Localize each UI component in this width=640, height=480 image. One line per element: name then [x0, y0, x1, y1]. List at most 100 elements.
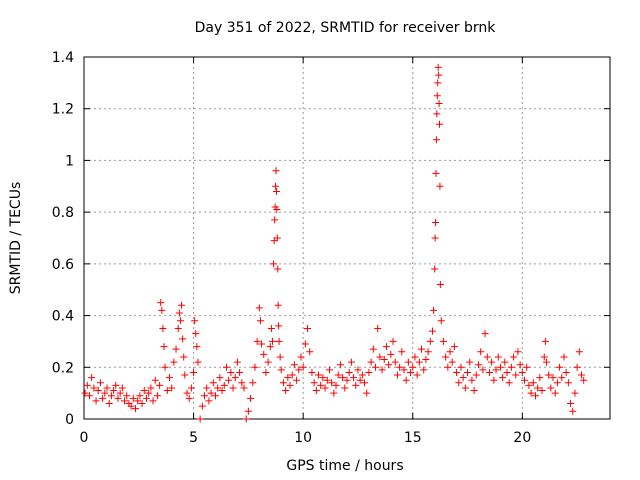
data-point — [472, 371, 480, 379]
data-point — [251, 363, 259, 371]
data-point — [209, 379, 217, 387]
data-point — [114, 394, 122, 402]
data-point — [468, 376, 476, 384]
data-point — [312, 387, 320, 395]
data-point — [470, 387, 478, 395]
data-point — [330, 389, 338, 397]
data-point — [501, 358, 509, 366]
y-tick-label: 0.4 — [52, 309, 74, 325]
data-point — [276, 353, 284, 361]
data-point — [558, 374, 566, 382]
data-point — [575, 348, 583, 356]
data-point — [271, 216, 279, 224]
data-point — [185, 394, 193, 402]
data-point — [448, 358, 456, 366]
data-point — [142, 394, 150, 402]
data-point — [118, 384, 126, 392]
data-point — [354, 366, 362, 374]
data-point — [540, 353, 548, 361]
data-point — [272, 187, 280, 195]
y-tick-label: 0 — [65, 412, 74, 428]
data-point — [172, 345, 180, 353]
data-point — [547, 384, 555, 392]
data-point — [413, 371, 421, 379]
data-point — [431, 265, 439, 273]
data-point — [442, 353, 450, 361]
y-tick-label: 1.2 — [52, 102, 74, 118]
ticks — [83, 56, 610, 420]
data-point — [187, 384, 195, 392]
data-point — [181, 371, 189, 379]
data-point — [81, 389, 89, 397]
data-point — [527, 389, 535, 397]
data-point — [334, 371, 342, 379]
data-point — [475, 361, 482, 369]
data-point — [99, 394, 107, 402]
data-point — [433, 92, 441, 100]
y-tick-label: 0.8 — [52, 205, 74, 221]
data-point — [282, 387, 290, 395]
data-point — [369, 345, 377, 353]
data-point — [436, 281, 444, 289]
data-point — [356, 376, 364, 384]
data-point — [306, 348, 314, 356]
data-point — [431, 234, 439, 242]
data-point — [505, 379, 513, 387]
data-point — [170, 358, 178, 366]
data-point — [262, 368, 270, 376]
data-point — [249, 379, 257, 387]
data-point — [562, 368, 570, 376]
data-point — [264, 358, 272, 366]
data-point — [159, 325, 167, 332]
data-point — [345, 368, 353, 376]
data-point — [103, 384, 111, 392]
data-point — [569, 407, 577, 415]
data-point — [407, 368, 415, 376]
data-point — [207, 389, 215, 397]
data-point — [222, 363, 230, 371]
data-point — [477, 348, 485, 356]
data-point — [129, 394, 137, 402]
data-point — [176, 317, 184, 325]
data-point — [367, 358, 375, 366]
data-point — [457, 363, 465, 371]
x-tick-label: 20 — [513, 430, 531, 446]
data-point — [227, 368, 235, 376]
data-point — [179, 335, 187, 343]
chart-title: Day 351 of 2022, SRMTID for receiver brn… — [195, 20, 497, 36]
data-point — [83, 381, 91, 389]
data-point — [299, 363, 307, 371]
data-point — [432, 136, 440, 144]
data-point — [503, 368, 511, 376]
data-point — [96, 379, 104, 387]
data-point — [123, 392, 131, 400]
data-point — [382, 343, 390, 351]
data-point — [512, 371, 520, 379]
data-point — [420, 366, 428, 374]
grid — [84, 57, 610, 419]
data-point — [529, 379, 537, 387]
data-point — [434, 63, 442, 71]
data-point — [178, 301, 186, 309]
data-point — [424, 348, 432, 356]
data-point — [196, 415, 204, 423]
data-point — [156, 381, 164, 389]
data-point — [553, 379, 561, 387]
data-point — [350, 374, 358, 382]
data-point — [422, 356, 430, 364]
data-point — [479, 366, 487, 374]
data-point — [121, 397, 129, 405]
y-tick-label: 1 — [65, 153, 74, 169]
x-tick-label: 0 — [80, 430, 89, 446]
data-point — [174, 325, 182, 332]
data-point — [194, 358, 202, 366]
data-point — [288, 371, 296, 379]
data-point — [426, 337, 434, 345]
data-point — [175, 309, 183, 317]
data-point — [240, 384, 248, 392]
data-point — [136, 392, 144, 400]
data-point — [560, 353, 568, 361]
y-axis-label: SRMTID / TECUs — [8, 182, 24, 295]
data-point — [198, 402, 206, 410]
data-point — [536, 374, 544, 382]
